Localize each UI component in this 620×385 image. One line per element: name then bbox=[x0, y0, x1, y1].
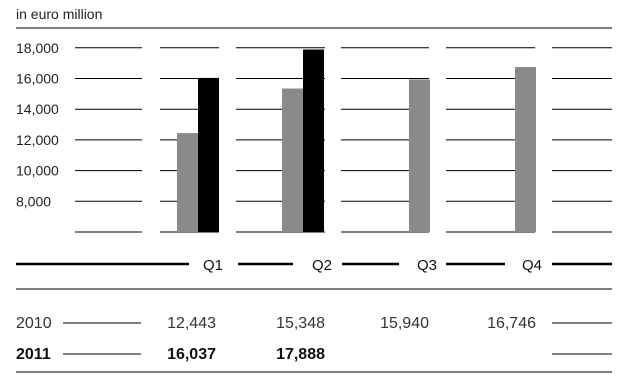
bar-2010-q1 bbox=[177, 133, 198, 232]
y-tick-label: 8,000 bbox=[16, 193, 51, 209]
unit-label: in euro million bbox=[16, 6, 102, 22]
y-tick-label: 14,000 bbox=[16, 101, 59, 117]
bar-2010-q4 bbox=[515, 67, 536, 233]
bar-2011-q2 bbox=[303, 49, 324, 233]
y-tick-label: 12,000 bbox=[16, 132, 59, 148]
value-2010-q1: 12,443 bbox=[167, 315, 216, 332]
value-2011-q1: 16,037 bbox=[167, 346, 216, 363]
value-2011-q2: 17,888 bbox=[276, 346, 325, 363]
category-label: Q1 bbox=[203, 257, 223, 274]
series-label-2010: 2010 bbox=[16, 315, 52, 332]
y-tick-label: 10,000 bbox=[16, 163, 59, 179]
bar-2010-q3 bbox=[409, 79, 430, 233]
y-tick-label: 16,000 bbox=[16, 71, 59, 87]
category-label: Q2 bbox=[312, 257, 332, 274]
value-2010-q2: 15,348 bbox=[276, 315, 325, 332]
series-label-2011: 2011 bbox=[16, 346, 51, 363]
value-2010-q3: 15,940 bbox=[380, 315, 429, 332]
value-2010-q4: 16,746 bbox=[487, 315, 536, 332]
y-tick-label: 18,000 bbox=[16, 40, 59, 56]
bar-2011-q1 bbox=[198, 77, 219, 232]
category-label: Q4 bbox=[522, 257, 542, 274]
bar-2010-q2 bbox=[282, 88, 303, 232]
category-label: Q3 bbox=[417, 257, 437, 274]
